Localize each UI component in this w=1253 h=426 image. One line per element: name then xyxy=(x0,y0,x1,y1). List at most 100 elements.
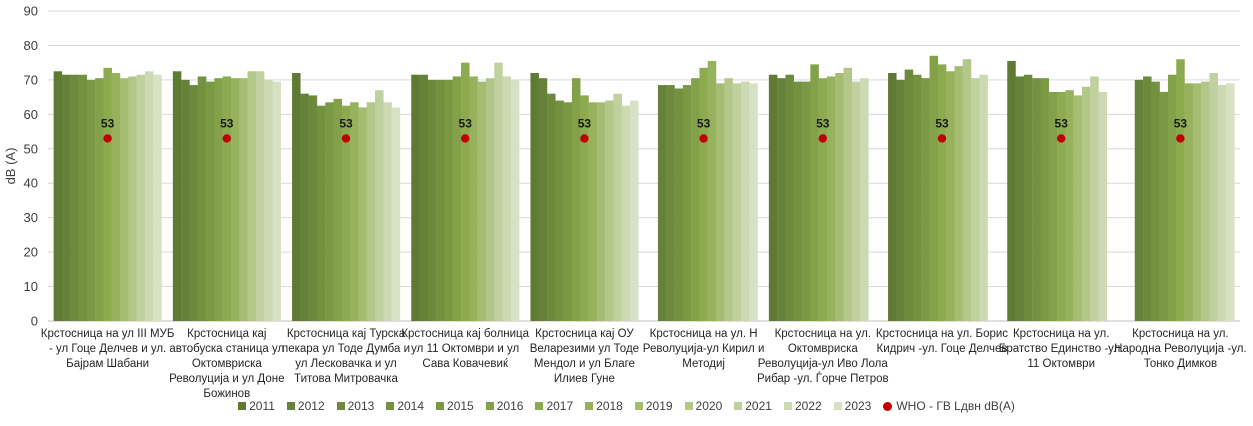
bar-2021 xyxy=(136,74,146,321)
bar-2017 xyxy=(937,64,947,321)
bar-2015 xyxy=(1040,78,1049,321)
bar-2012 xyxy=(657,85,667,321)
who-reference-points: 53 53 53 53 53 53 53 53 53 53 xyxy=(101,116,1188,143)
category-label-line: Титова Митровачка xyxy=(294,373,399,385)
category-label-line: Тонко Димков xyxy=(1144,358,1217,370)
bar-2022 xyxy=(502,76,512,321)
y-tick-label: 40 xyxy=(24,176,38,191)
data-label: 53 xyxy=(339,116,353,130)
category-label-line: пекара ул Тоде Думба и xyxy=(282,343,410,355)
bar-2019 xyxy=(716,83,725,321)
bar-2020 xyxy=(962,59,972,321)
category-label-line: Крстосница на ул. Н xyxy=(650,328,758,340)
bar-2013 xyxy=(1143,76,1152,321)
legend-swatch xyxy=(833,402,842,410)
data-label: 53 xyxy=(1174,116,1188,130)
bar-2012 xyxy=(181,79,190,321)
bar-2014 xyxy=(674,88,684,321)
bar-2014 xyxy=(1151,81,1160,321)
bar-2013 xyxy=(427,79,437,321)
category-label: Крстосница кај автобуска станица ул Октомв… xyxy=(169,328,284,400)
bar-2015 xyxy=(206,81,215,321)
bar-2014 xyxy=(1032,78,1041,321)
who-reference-point xyxy=(580,134,589,143)
bar-2013 xyxy=(904,69,914,321)
bar-2021 xyxy=(971,78,980,321)
bars xyxy=(53,55,1235,322)
who-reference-point xyxy=(461,134,470,143)
category-label: Крстосница на ул. Народна Револуција -ул.… xyxy=(1114,328,1246,370)
bar-2014 xyxy=(912,74,922,321)
bar-2019 xyxy=(835,73,844,321)
bar-2016 xyxy=(1048,91,1058,321)
bar-2017 xyxy=(222,76,232,321)
data-label: 53 xyxy=(578,116,592,130)
category-label-line: Октомвриска xyxy=(192,358,263,370)
bar-2018 xyxy=(1065,90,1074,321)
legend: 2011 2012 2013 2014 2015 2016 2017 2018 2019 2020… xyxy=(0,399,1253,413)
category-label: Крстосница кај ОУ Веларезими ул Тоде Мендо… xyxy=(530,328,639,385)
bar-2021 xyxy=(255,71,265,321)
category-label: Крстосница на ул. Н Револуција-ул Кирил и… xyxy=(643,328,765,370)
legend-item-2020: 2020 xyxy=(684,399,722,413)
category-label-line: Крстосница на ул. Борис xyxy=(876,328,1008,340)
category-label-line: Братство Единство -ул. xyxy=(999,343,1124,355)
bar-2018 xyxy=(588,102,598,321)
bar-2013 xyxy=(189,85,198,321)
legend-swatch xyxy=(585,402,594,410)
bar-2021 xyxy=(1209,73,1218,321)
bar-2011 xyxy=(411,74,420,321)
legend-swatch xyxy=(286,402,295,410)
bar-2023 xyxy=(1226,83,1235,321)
category-label-line: Сава Ковачевиќ xyxy=(422,358,509,370)
y-tick-label: 0 xyxy=(31,314,38,329)
bar-2014 xyxy=(555,100,564,321)
legend-label: 2014 xyxy=(397,399,425,413)
y-tick-label: 30 xyxy=(24,210,38,225)
legend-item-2015: 2015 xyxy=(436,399,474,413)
category-label-line: Кидрич -ул. Гоце Делчев xyxy=(877,343,1008,355)
bar-2020 xyxy=(366,102,376,321)
bar-2012 xyxy=(1015,76,1025,321)
legend-item-2011: 2011 xyxy=(238,399,275,413)
category-label-line: Божинов xyxy=(203,388,250,400)
category-label-line: Револуција и ул Доне xyxy=(169,373,284,385)
bar-2023 xyxy=(272,81,281,321)
y-tick-label: 70 xyxy=(24,72,38,87)
bar-2022 xyxy=(860,78,869,321)
legend-label: 2018 xyxy=(596,399,623,413)
bar-2018 xyxy=(230,78,240,321)
legend-label: 2013 xyxy=(347,399,375,413)
bar-2018 xyxy=(1184,83,1194,321)
bar-2014 xyxy=(436,79,445,321)
category-label-line: автобуска станица ул xyxy=(169,343,284,355)
legend-item-2019: 2019 xyxy=(634,399,673,413)
bar-2021 xyxy=(613,93,622,321)
category-label-line: Народна Револуција -ул. xyxy=(1114,343,1246,355)
category-label-line: Бајрам Шабани xyxy=(66,358,149,370)
legend-swatch xyxy=(386,402,395,410)
category-label-line: - ул Гоце Делчев и ул. xyxy=(49,343,166,355)
legend-label: 2011 xyxy=(249,399,275,413)
category-label-line: Рибар -ул. Ѓорче Петров xyxy=(757,372,889,385)
legend-item-who: WHO - ГВ Lдвн dB(A) xyxy=(883,399,1015,413)
legend-swatch xyxy=(783,402,792,410)
category-label-line: Револуција-ул Кирил и xyxy=(643,343,765,355)
who-reference-point xyxy=(1057,134,1066,143)
bar-2023 xyxy=(749,83,758,321)
legend-item-2023: 2023 xyxy=(833,399,871,413)
data-label: 53 xyxy=(101,116,115,130)
legend-swatch xyxy=(535,402,544,410)
legend-swatch xyxy=(485,402,494,410)
bar-2020 xyxy=(485,78,495,321)
y-tick-label: 20 xyxy=(24,245,38,260)
bar-2012 xyxy=(300,93,309,321)
legend-item-2017: 2017 xyxy=(535,399,573,413)
bar-2013 xyxy=(666,85,675,321)
legend-label: 2015 xyxy=(447,399,474,413)
who-reference-point xyxy=(699,134,708,143)
legend-item-2021: 2021 xyxy=(734,399,772,413)
bar-2016 xyxy=(333,98,343,321)
data-label: 53 xyxy=(220,116,234,130)
legend-swatch xyxy=(684,402,693,410)
